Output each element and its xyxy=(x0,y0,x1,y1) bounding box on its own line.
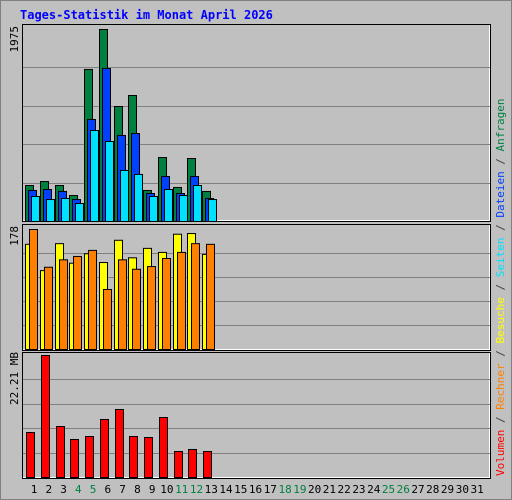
bar xyxy=(164,189,173,223)
x-tick-label: 17 xyxy=(264,483,277,496)
bar xyxy=(132,268,141,350)
x-tick-label: 30 xyxy=(456,483,469,496)
bar xyxy=(115,408,124,478)
bar xyxy=(159,417,168,478)
x-tick-label: 13 xyxy=(205,483,218,496)
bar xyxy=(188,448,197,479)
bar xyxy=(193,185,202,222)
bar xyxy=(73,255,82,350)
bar xyxy=(206,243,215,351)
x-tick-label: 3 xyxy=(60,483,67,496)
bar xyxy=(41,355,50,478)
legend-entry: Rechner xyxy=(494,363,507,410)
bar xyxy=(44,266,53,350)
legend-separator: / xyxy=(494,344,507,364)
bar xyxy=(46,199,55,223)
bar xyxy=(118,259,127,350)
bar xyxy=(29,229,38,350)
legend-entry: Seiten xyxy=(494,238,507,278)
legend-separator: / xyxy=(494,410,507,430)
x-tick-label: 28 xyxy=(426,483,439,496)
legend-separator: / xyxy=(494,277,507,297)
bar xyxy=(61,197,70,223)
y-tick-label: 22.21 MB xyxy=(8,352,21,405)
x-tick-label: 24 xyxy=(367,483,381,496)
legend-entry: Besuche xyxy=(494,297,507,343)
bar xyxy=(208,199,217,223)
x-tick-label: 23 xyxy=(352,483,365,496)
legend-entry: Volumen xyxy=(494,430,507,476)
bar xyxy=(177,251,186,350)
bar xyxy=(103,289,112,350)
bar xyxy=(162,257,171,351)
bar xyxy=(120,169,129,222)
x-tick-label: 19 xyxy=(293,483,306,496)
bar xyxy=(100,418,109,478)
bar xyxy=(134,173,143,222)
bar xyxy=(129,436,138,479)
x-tick-label: 27 xyxy=(411,483,424,496)
bar xyxy=(56,426,65,478)
x-tick-label: 12 xyxy=(190,483,203,496)
x-tick-label: 26 xyxy=(397,483,410,496)
x-tick-label: 25 xyxy=(382,483,395,496)
x-tick-label: 4 xyxy=(75,483,82,496)
bar xyxy=(85,436,94,479)
x-tick-label: 16 xyxy=(249,483,262,496)
bar xyxy=(179,195,188,223)
x-tick-label: 20 xyxy=(308,483,321,496)
x-tick-label: 21 xyxy=(323,483,336,496)
x-tick-label: 22 xyxy=(338,483,351,496)
bar xyxy=(144,437,153,478)
y-tick-label: 1975 xyxy=(8,26,21,53)
bar xyxy=(203,451,212,478)
x-tick-label: 11 xyxy=(175,483,188,496)
x-tick-label: 7 xyxy=(119,483,126,496)
chart-title: Tages-Statistik im Monat April 2026 xyxy=(20,8,273,22)
legend: Volumen / Rechner / Besuche / Seiten / D… xyxy=(494,98,507,476)
x-tick-label: 15 xyxy=(234,483,247,496)
bar xyxy=(174,451,183,478)
legend-entry: Dateien xyxy=(494,171,507,217)
x-tick-label: 10 xyxy=(160,483,173,496)
bar xyxy=(70,438,79,478)
legend-entry: Anfragen xyxy=(494,98,507,151)
bar xyxy=(75,203,84,222)
legend-separator: / xyxy=(494,151,507,171)
legend-separator: / xyxy=(494,218,507,238)
x-tick-label: 1 xyxy=(31,483,38,496)
x-tick-label: 2 xyxy=(45,483,52,496)
bar xyxy=(147,266,156,350)
x-tick-label: 18 xyxy=(278,483,291,496)
bar xyxy=(59,259,68,350)
bar xyxy=(90,130,99,222)
bar xyxy=(88,249,97,350)
y-tick-label: 178 xyxy=(8,226,21,246)
x-tick-label: 14 xyxy=(219,483,233,496)
x-tick-label: 29 xyxy=(441,483,454,496)
x-tick-label: 9 xyxy=(149,483,156,496)
bar xyxy=(31,196,40,223)
x-tick-label: 8 xyxy=(134,483,141,496)
bar xyxy=(105,140,114,222)
x-tick-label: 6 xyxy=(105,483,112,496)
bar xyxy=(191,243,200,350)
bar xyxy=(26,432,35,478)
x-tick-label: 31 xyxy=(470,483,483,496)
bar xyxy=(149,196,158,223)
x-tick-label: 5 xyxy=(90,483,97,496)
